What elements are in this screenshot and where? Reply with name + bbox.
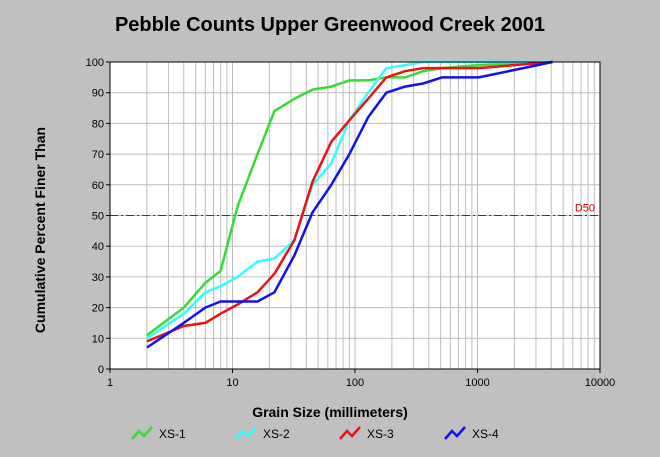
legend-label-xs-1: XS-1: [159, 427, 186, 441]
y-tick-label: 10: [92, 333, 104, 345]
y-tick-labels: 0 10 20 30 40 50 60 70 80 90 100: [86, 57, 110, 376]
legend-swatch-xs-3: [339, 426, 361, 440]
legend-label-xs-4: XS-4: [472, 427, 499, 441]
y-tick-label: 50: [92, 211, 104, 223]
series-line-xs-3: [146, 60, 553, 343]
y-tick-label: 20: [92, 303, 104, 315]
y-tick-label: 100: [86, 57, 104, 69]
x-tick-label: 10000: [585, 377, 616, 389]
legend-swatch-xs-1: [131, 426, 153, 440]
legend-swatch-xs-4: [444, 426, 466, 440]
x-tick-labels: 1 10 100 1000 10000: [107, 369, 615, 389]
y-tick-label: 90: [92, 88, 104, 100]
legend-swatch-xs-2: [235, 426, 257, 440]
reference-line-group: D50: [110, 203, 600, 216]
y-tick-label: 80: [92, 118, 104, 130]
d50-label: D50: [575, 203, 595, 215]
y-tick-label: 40: [92, 241, 104, 253]
series-line-xs-4: [146, 60, 553, 349]
y-tick-label: 0: [98, 364, 104, 376]
series-line-xs-1: [146, 60, 553, 337]
x-tick-label: 10: [226, 377, 238, 389]
y-tick-label: 70: [92, 149, 104, 161]
x-tick-label: 100: [346, 377, 364, 389]
x-tick-label: 1000: [465, 377, 489, 389]
legend-label-xs-2: XS-2: [263, 427, 290, 441]
y-tick-label: 30: [92, 272, 104, 284]
x-tick-label: 1: [107, 377, 113, 389]
y-tick-label: 60: [92, 180, 104, 192]
chart-title: Pebble Counts Upper Greenwood Creek 2001: [114, 14, 546, 36]
legend-label-xs-3: XS-3: [367, 427, 394, 441]
x-axis-label: Grain Size (millimeters): [252, 404, 408, 420]
